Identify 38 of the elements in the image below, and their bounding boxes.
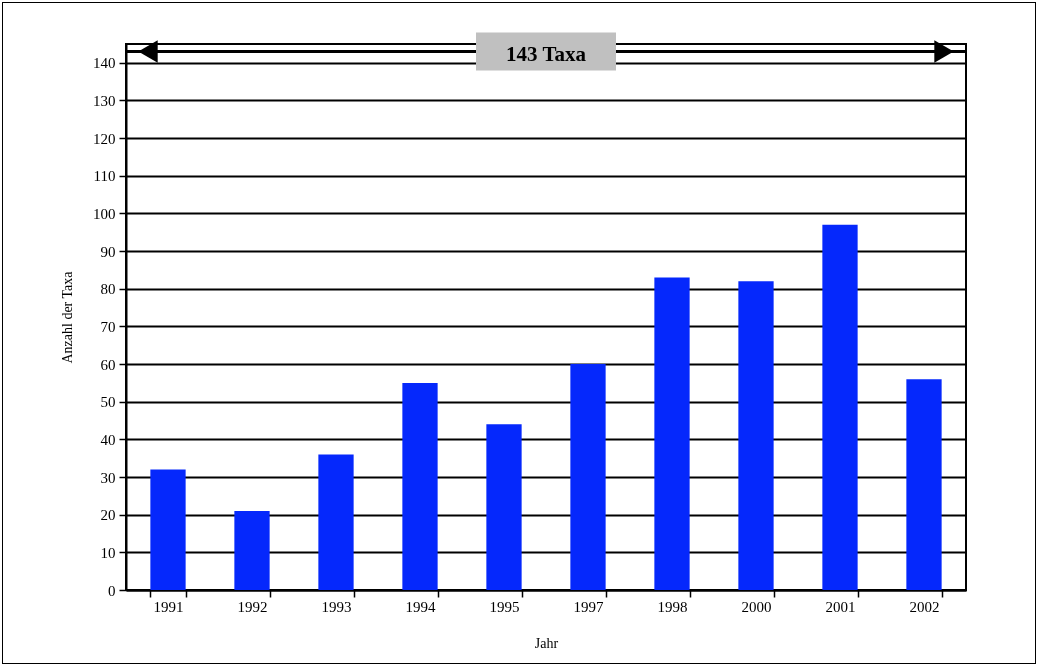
bar	[654, 277, 690, 590]
y-tick-label: 10	[100, 544, 116, 561]
bar	[738, 281, 774, 590]
bar	[486, 424, 522, 590]
y-tick-label: 140	[93, 55, 116, 72]
bar	[570, 364, 606, 590]
y-tick-label: 60	[100, 356, 116, 373]
bar	[150, 469, 186, 590]
x-tick-label: 1991	[153, 598, 184, 615]
x-tick-label: 1997	[573, 598, 604, 615]
y-tick-label: 80	[100, 281, 116, 298]
y-tick-label: 100	[93, 205, 116, 222]
x-tick-label: 2000	[741, 598, 772, 615]
x-tick-label: 1994	[405, 598, 436, 615]
x-tick-label: 1998	[657, 598, 688, 615]
y-tick-label: 110	[93, 168, 116, 185]
y-tick-label: 30	[100, 469, 116, 486]
y-tick-label: 120	[93, 130, 116, 147]
y-tick-label: 40	[100, 431, 116, 448]
x-tick-label: 2002	[909, 598, 940, 615]
y-tick-label: 70	[100, 318, 116, 335]
y-axis-title: Anzahl der Taxa	[60, 270, 75, 364]
y-tick-label: 90	[100, 243, 116, 260]
y-tick-label: 0	[108, 582, 116, 599]
x-tick-label: 1993	[321, 598, 352, 615]
bar	[822, 224, 858, 590]
y-tick-label: 130	[93, 92, 116, 109]
x-tick-label: 1995	[489, 598, 520, 615]
bar	[234, 510, 270, 590]
bar	[318, 454, 354, 590]
bar	[906, 379, 942, 590]
x-tick-label: 2001	[825, 598, 856, 615]
ref-line-label: 143 Taxa	[506, 41, 587, 66]
bar	[402, 382, 438, 590]
x-tick-label: 1992	[237, 598, 268, 615]
y-tick-label: 20	[100, 507, 116, 524]
y-tick-label: 50	[100, 394, 116, 411]
x-axis-title: Jahr	[534, 635, 559, 651]
